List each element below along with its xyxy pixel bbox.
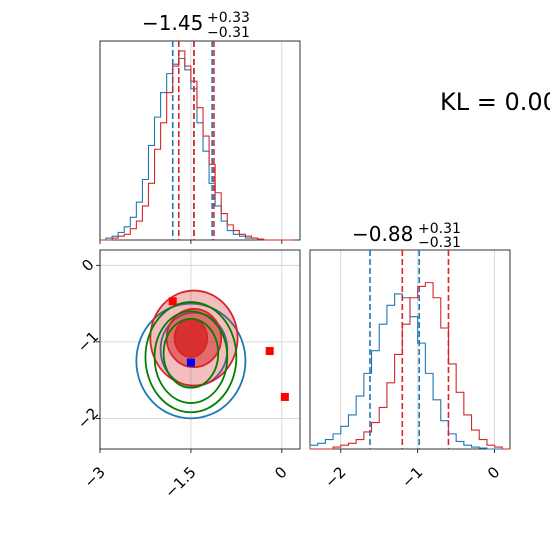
hist-top-frame	[99, 40, 301, 241]
title-bottom-right: −0.88 +0.31 −0.31	[352, 221, 461, 251]
histogram-panel-bottom-right: −2 −1 0	[309, 249, 511, 491]
marker-0	[186, 358, 195, 367]
marker-3	[280, 392, 289, 401]
contour-ytick-label-1: −1	[74, 328, 102, 356]
title-bottom-right-plus: +0.31	[418, 221, 461, 237]
hist-right-frame	[309, 249, 511, 450]
hist-right-xtick-label-2: 0	[484, 463, 503, 482]
title-bottom-right-value: −0.88	[352, 222, 413, 246]
histogram-panel-top-left	[99, 40, 301, 244]
contour-fit-level-1	[153, 310, 229, 404]
contour-xtick-label-1: −1.5	[161, 463, 199, 501]
hist-top-series-1	[100, 50, 294, 241]
title-top-left-plus: +0.33	[207, 10, 250, 26]
contour-fit-level-0	[144, 301, 238, 414]
contour-frame	[99, 249, 301, 450]
title-top-left: −1.45 +0.33 −0.31	[142, 10, 250, 41]
title-top-left-value: −1.45	[142, 11, 203, 35]
hist-right-series-1	[310, 282, 510, 450]
title-bottom-right-minus: −0.31	[418, 235, 461, 251]
hist-right-xtick-label-0: −2	[321, 463, 349, 491]
marker-2	[265, 347, 274, 356]
contour-ytick-label-2: −2	[74, 404, 102, 432]
contour-xtick-label-0: −3	[80, 463, 108, 491]
title-top-left-minus: −0.31	[207, 25, 250, 41]
contour-panel-bottom-left: −3 −1.5 0 0 −1 −2	[74, 249, 301, 502]
marker-1	[168, 297, 177, 306]
contour-fit-level-2	[162, 317, 220, 389]
contour-series_b-level-2	[173, 317, 209, 359]
contour-xtick-label-2: 0	[271, 463, 290, 482]
contour-ytick-label-0: 0	[78, 256, 97, 275]
contour-series_a-level-0	[135, 302, 247, 420]
hist-right-xtick-label-1: −1	[398, 463, 426, 491]
kl-divergence-label: KL = 0.00	[440, 88, 550, 116]
